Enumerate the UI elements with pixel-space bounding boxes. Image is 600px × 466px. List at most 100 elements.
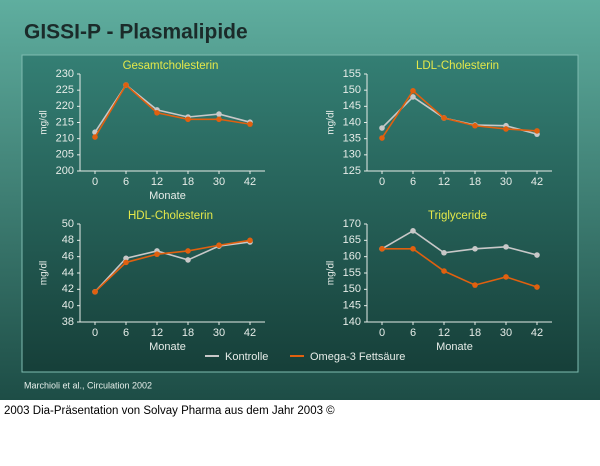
x-tick-label: 42 [531, 176, 543, 188]
data-point [185, 257, 191, 263]
data-point [154, 110, 160, 116]
y-tick-label: 40 [62, 300, 74, 312]
data-point [247, 237, 253, 244]
data-point [441, 268, 447, 274]
data-point [123, 255, 129, 262]
data-point [534, 284, 540, 290]
x-tick-label: 0 [379, 327, 385, 339]
y-tick-label: 38 [62, 316, 74, 328]
data-point [472, 246, 478, 252]
y-tick-label: 48 [62, 234, 74, 246]
y-axis-label: mg/dl [326, 110, 337, 134]
data-point [185, 248, 191, 254]
x-tick-label: 12 [151, 176, 163, 188]
chart-title: Triglyceride [428, 210, 487, 222]
chart-title: Gesamtcholesterin [123, 60, 219, 72]
data-point [534, 128, 540, 134]
x-tick-label: 0 [92, 327, 98, 339]
data-point [247, 121, 253, 127]
slide-title: GISSI-P - Plasmalipide [24, 21, 248, 44]
x-tick-label: 30 [500, 176, 512, 188]
y-tick-label: 145 [343, 300, 361, 312]
data-point [185, 116, 191, 123]
x-axis-label: Monate [436, 341, 473, 353]
x-axis-label: Monate [149, 341, 186, 353]
x-tick-label: 6 [410, 327, 416, 339]
y-tick-label: 130 [343, 149, 361, 161]
data-point [379, 125, 385, 131]
y-tick-label: 200 [56, 165, 74, 177]
data-point [154, 251, 160, 258]
y-tick-label: 42 [62, 283, 74, 295]
y-tick-label: 155 [343, 267, 361, 279]
data-point [379, 135, 385, 141]
data-point [472, 282, 478, 288]
panel [21, 54, 579, 373]
source: Marchioli et al., Circulation 2002 [24, 380, 152, 390]
data-point [379, 246, 385, 252]
x-tick-label: 42 [244, 176, 256, 188]
x-tick-label: 6 [123, 176, 129, 188]
x-tick-label: 0 [92, 176, 98, 188]
data-point [472, 122, 478, 129]
x-tick-label: 12 [438, 176, 450, 188]
y-axis-label: mg/dl [326, 261, 337, 285]
series-line [381, 89, 538, 139]
chart-title: HDL-Cholesterin [128, 210, 213, 222]
y-tick-label: 155 [343, 68, 361, 80]
x-tick-label: 18 [182, 176, 194, 188]
y-tick-label: 205 [56, 149, 74, 161]
data-point [503, 244, 509, 250]
data-point [92, 134, 98, 140]
x-tick-label: 30 [500, 327, 512, 339]
data-point [534, 252, 540, 258]
y-tick-label: 140 [343, 316, 361, 328]
x-tick-label: 42 [244, 327, 256, 339]
caption: 2003 Dia-Präsentation von Solvay Pharma … [4, 405, 335, 417]
y-tick-label: 150 [343, 283, 361, 295]
x-tick-label: 6 [123, 327, 129, 339]
data-point [216, 242, 222, 249]
y-tick-label: 50 [62, 218, 74, 230]
data-point [410, 94, 416, 100]
x-tick-label: 30 [213, 176, 225, 188]
y-tick-label: 160 [343, 251, 361, 263]
series-line [381, 229, 538, 256]
x-tick-label: 42 [531, 327, 543, 339]
x-tick-label: 18 [469, 327, 481, 339]
y-tick-label: 215 [56, 116, 74, 128]
y-axis-label: mg/dl [39, 261, 50, 285]
y-tick-label: 170 [343, 218, 361, 230]
series-line [94, 241, 251, 293]
y-tick-label: 140 [343, 116, 361, 128]
y-tick-label: 125 [343, 165, 361, 177]
x-tick-label: 12 [438, 327, 450, 339]
y-tick-label: 225 [56, 84, 74, 96]
data-point [123, 82, 129, 88]
data-point [410, 228, 416, 234]
x-axis-label: Monate [149, 190, 186, 202]
y-tick-label: 46 [62, 251, 74, 263]
legend-label: Kontrolle [225, 351, 268, 363]
y-tick-label: 44 [62, 267, 74, 279]
data-point [92, 288, 98, 295]
chart-title: LDL-Cholesterin [416, 60, 499, 72]
x-tick-label: 0 [379, 176, 385, 188]
data-point [410, 88, 416, 94]
y-tick-label: 150 [343, 84, 361, 96]
data-point [216, 111, 222, 117]
series-line [94, 239, 251, 293]
x-tick-label: 12 [151, 327, 163, 339]
y-tick-label: 220 [56, 100, 74, 112]
x-tick-label: 30 [213, 327, 225, 339]
legend-label: Omega-3 Fettsäure [310, 351, 405, 363]
y-tick-label: 135 [343, 133, 361, 145]
y-tick-label: 165 [343, 234, 361, 246]
y-tick-label: 145 [343, 100, 361, 112]
series-line [382, 248, 538, 288]
y-tick-label: 230 [56, 68, 74, 80]
data-point [216, 116, 222, 123]
data-point [441, 249, 447, 256]
